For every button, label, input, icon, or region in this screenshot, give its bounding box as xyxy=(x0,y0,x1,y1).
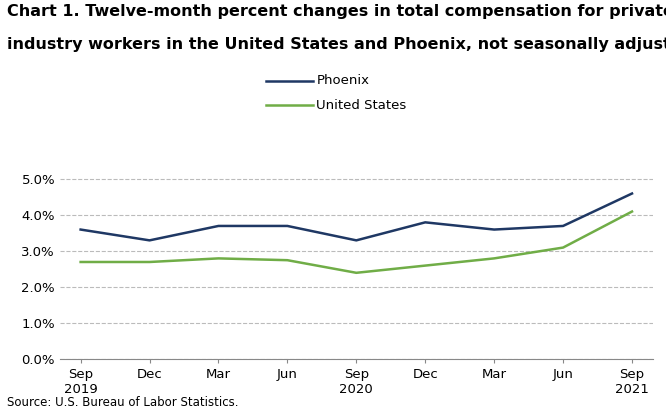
Text: Chart 1. Twelve-month percent changes in total compensation for private: Chart 1. Twelve-month percent changes in… xyxy=(7,4,666,19)
Text: Phoenix: Phoenix xyxy=(316,74,370,87)
Text: Source: U.S. Bureau of Labor Statistics.: Source: U.S. Bureau of Labor Statistics. xyxy=(7,396,238,409)
Text: industry workers in the United States and Phoenix, not seasonally adjusted: industry workers in the United States an… xyxy=(7,37,666,52)
Text: United States: United States xyxy=(316,99,407,112)
